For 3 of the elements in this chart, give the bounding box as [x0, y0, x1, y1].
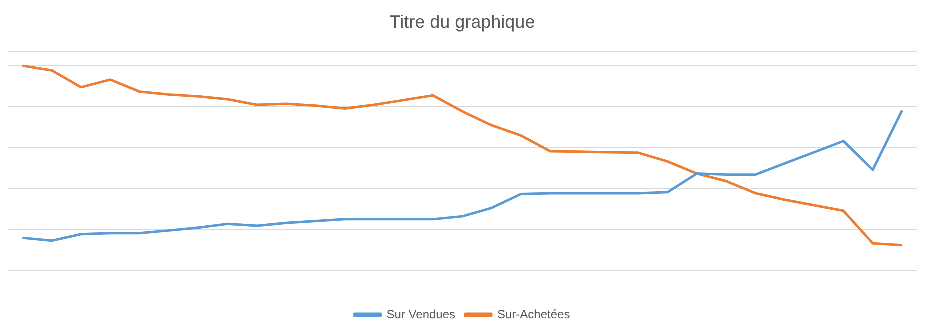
chart-title: Titre du graphique [390, 12, 536, 32]
legend-label: Sur-Achetées [498, 307, 570, 322]
legend-label: Sur Vendues [386, 307, 456, 322]
